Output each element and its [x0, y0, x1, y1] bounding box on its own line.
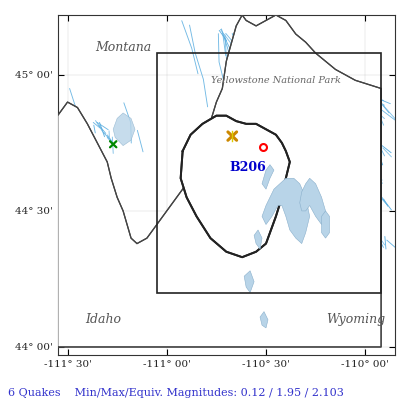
Text: Montana: Montana: [95, 41, 151, 54]
Text: B206: B206: [229, 161, 266, 174]
Polygon shape: [259, 312, 267, 328]
Polygon shape: [58, 15, 380, 347]
Polygon shape: [180, 116, 289, 257]
Polygon shape: [261, 178, 309, 244]
Bar: [157, 53, 380, 292]
Polygon shape: [113, 113, 135, 146]
Polygon shape: [299, 178, 325, 224]
Text: 6 Quakes    Min/Max/Equiv. Magnitudes: 0.12 / 1.95 / 2.103: 6 Quakes Min/Max/Equiv. Magnitudes: 0.12…: [8, 388, 343, 398]
Polygon shape: [321, 211, 329, 238]
Polygon shape: [261, 165, 273, 189]
Polygon shape: [254, 230, 261, 249]
Polygon shape: [244, 271, 254, 292]
Text: Idaho: Idaho: [85, 313, 121, 326]
Text: Wyoming: Wyoming: [325, 313, 384, 326]
Text: Yellowstone National Park: Yellowstone National Park: [211, 76, 340, 85]
